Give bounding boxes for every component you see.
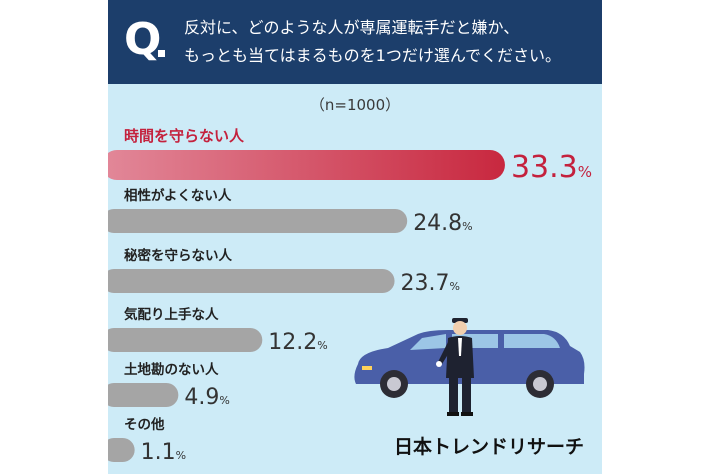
bar	[108, 209, 408, 233]
brand-logo: 日本トレンドリサーチ	[393, 436, 584, 458]
value-label: 4.9%	[184, 385, 229, 410]
bar	[108, 328, 263, 352]
limousine-chauffeur-illustration	[354, 318, 585, 416]
bar	[108, 150, 505, 180]
question-header: Q 反対に、どのような人が専属運転手だと嫌か、 もっとも当てはまるものを1つだけ…	[108, 0, 602, 84]
category-label: 秘密を守らない人	[124, 247, 232, 264]
category-label: その他	[124, 416, 165, 433]
bar	[108, 269, 395, 293]
bar	[108, 383, 179, 407]
survey-panel: Q 反対に、どのような人が専属運転手だと嫌か、 もっとも当てはまるものを1つだけ…	[108, 0, 602, 474]
value-label: 23.7%	[401, 271, 460, 296]
value-label: 33.3%	[511, 150, 592, 185]
category-label: 時間を守らない人	[124, 127, 245, 145]
question-text-line-1: 反対に、どのような人が専属運転手だと嫌か、	[184, 18, 520, 37]
category-label: 気配り上手な人	[124, 306, 219, 323]
question-mark-dot	[158, 50, 165, 57]
value-label: 12.2%	[268, 330, 327, 355]
value-label: 1.1%	[141, 440, 186, 465]
chauffeur-icon	[436, 318, 474, 416]
category-label: 相性がよくない人	[124, 187, 232, 204]
question-text-line-2: もっとも当てはまるものを1つだけ選んでください。	[184, 46, 562, 65]
bar-chart: 時間を守らない人 33.3% 相性がよくない人 24.8% 秘密を守らない人 23.7% 気…	[108, 127, 592, 465]
category-label: 土地勘のない人	[124, 361, 219, 378]
value-label: 24.8%	[413, 211, 472, 236]
question-mark: Q	[124, 14, 162, 65]
bar	[108, 438, 135, 462]
sample-size-label: （n=1000）	[309, 96, 401, 114]
